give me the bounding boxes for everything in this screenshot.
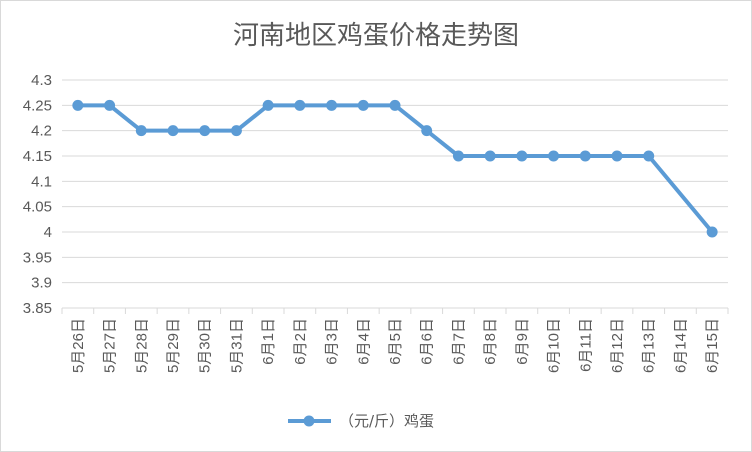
y-tick-label: 3.9 (31, 275, 52, 292)
x-tick-label: 5月31日 (228, 318, 245, 373)
y-tick-label: 4.1 (31, 173, 52, 190)
data-point (294, 99, 306, 111)
legend-marker (303, 415, 315, 427)
data-point (262, 99, 274, 111)
y-tick-label: 4.25 (23, 97, 52, 114)
data-point (516, 150, 528, 162)
x-tick-label: 6月12日 (609, 318, 626, 373)
series-line (75, 103, 715, 234)
legend: （元/斤）鸡蛋 (288, 412, 434, 430)
x-tick-label: 6月7日 (450, 318, 467, 365)
x-tick-label: 6月9日 (514, 318, 531, 365)
data-point (72, 99, 84, 111)
series-layer (72, 99, 718, 238)
x-tick-label: 5月29日 (165, 318, 182, 373)
y-tick-label: 4.05 (23, 199, 52, 216)
data-point (167, 125, 179, 137)
x-tick-label: 6月6日 (419, 318, 436, 365)
y-tick-label: 3.85 (23, 300, 52, 317)
x-tick-label: 5月26日 (70, 318, 87, 373)
data-point (357, 99, 369, 111)
x-tick-label: 6月4日 (355, 318, 372, 365)
legend-label: （元/斤）鸡蛋 (339, 412, 434, 430)
chart-title: 河南地区鸡蛋价格走势图 (232, 21, 519, 51)
x-tick-label: 6月2日 (292, 318, 309, 365)
y-tick-label: 4 (44, 224, 52, 241)
y-tick-label: 4.2 (31, 123, 52, 140)
data-point (706, 226, 718, 238)
data-point (548, 150, 560, 162)
data-point (421, 125, 433, 137)
data-point (230, 125, 242, 137)
x-axis: 5月26日 5月27日 5月28日 5月29日 5月30日 5月31日 6月1日 6月2日 6月… (61, 307, 729, 373)
y-tick-label: 4.15 (23, 148, 52, 165)
data-point (199, 125, 211, 137)
x-tick-label: 5月27日 (102, 318, 119, 373)
data-point (326, 99, 338, 111)
x-tick-label: 6月5日 (387, 318, 404, 365)
data-point (135, 125, 147, 137)
data-point (579, 150, 591, 162)
x-tick-label: 6月8日 (482, 318, 499, 365)
data-point (389, 99, 401, 111)
data-point (104, 99, 116, 111)
y-axis-ticks: 4.3 4.25 4.2 4.15 4.1 4.05 4 3.95 3.9 3.85 (23, 72, 52, 317)
data-point (452, 150, 464, 162)
x-tick-label: 6月11日 (577, 318, 594, 372)
x-tick-label: 6月3日 (324, 318, 341, 365)
x-tick-label: 5月28日 (133, 318, 150, 373)
x-tick-label: 6月14日 (672, 318, 689, 373)
y-tick-label: 3.95 (23, 249, 52, 266)
data-point (484, 150, 496, 162)
x-tick-label: 6月1日 (260, 318, 277, 365)
x-tick-label: 5月30日 (197, 318, 214, 373)
data-point (643, 150, 655, 162)
x-tick-label: 6月15日 (704, 318, 721, 373)
x-tick-label: 6月10日 (546, 318, 563, 373)
x-tick-label: 6月13日 (641, 318, 658, 373)
data-point (611, 150, 623, 162)
y-tick-label: 4.3 (31, 72, 52, 89)
